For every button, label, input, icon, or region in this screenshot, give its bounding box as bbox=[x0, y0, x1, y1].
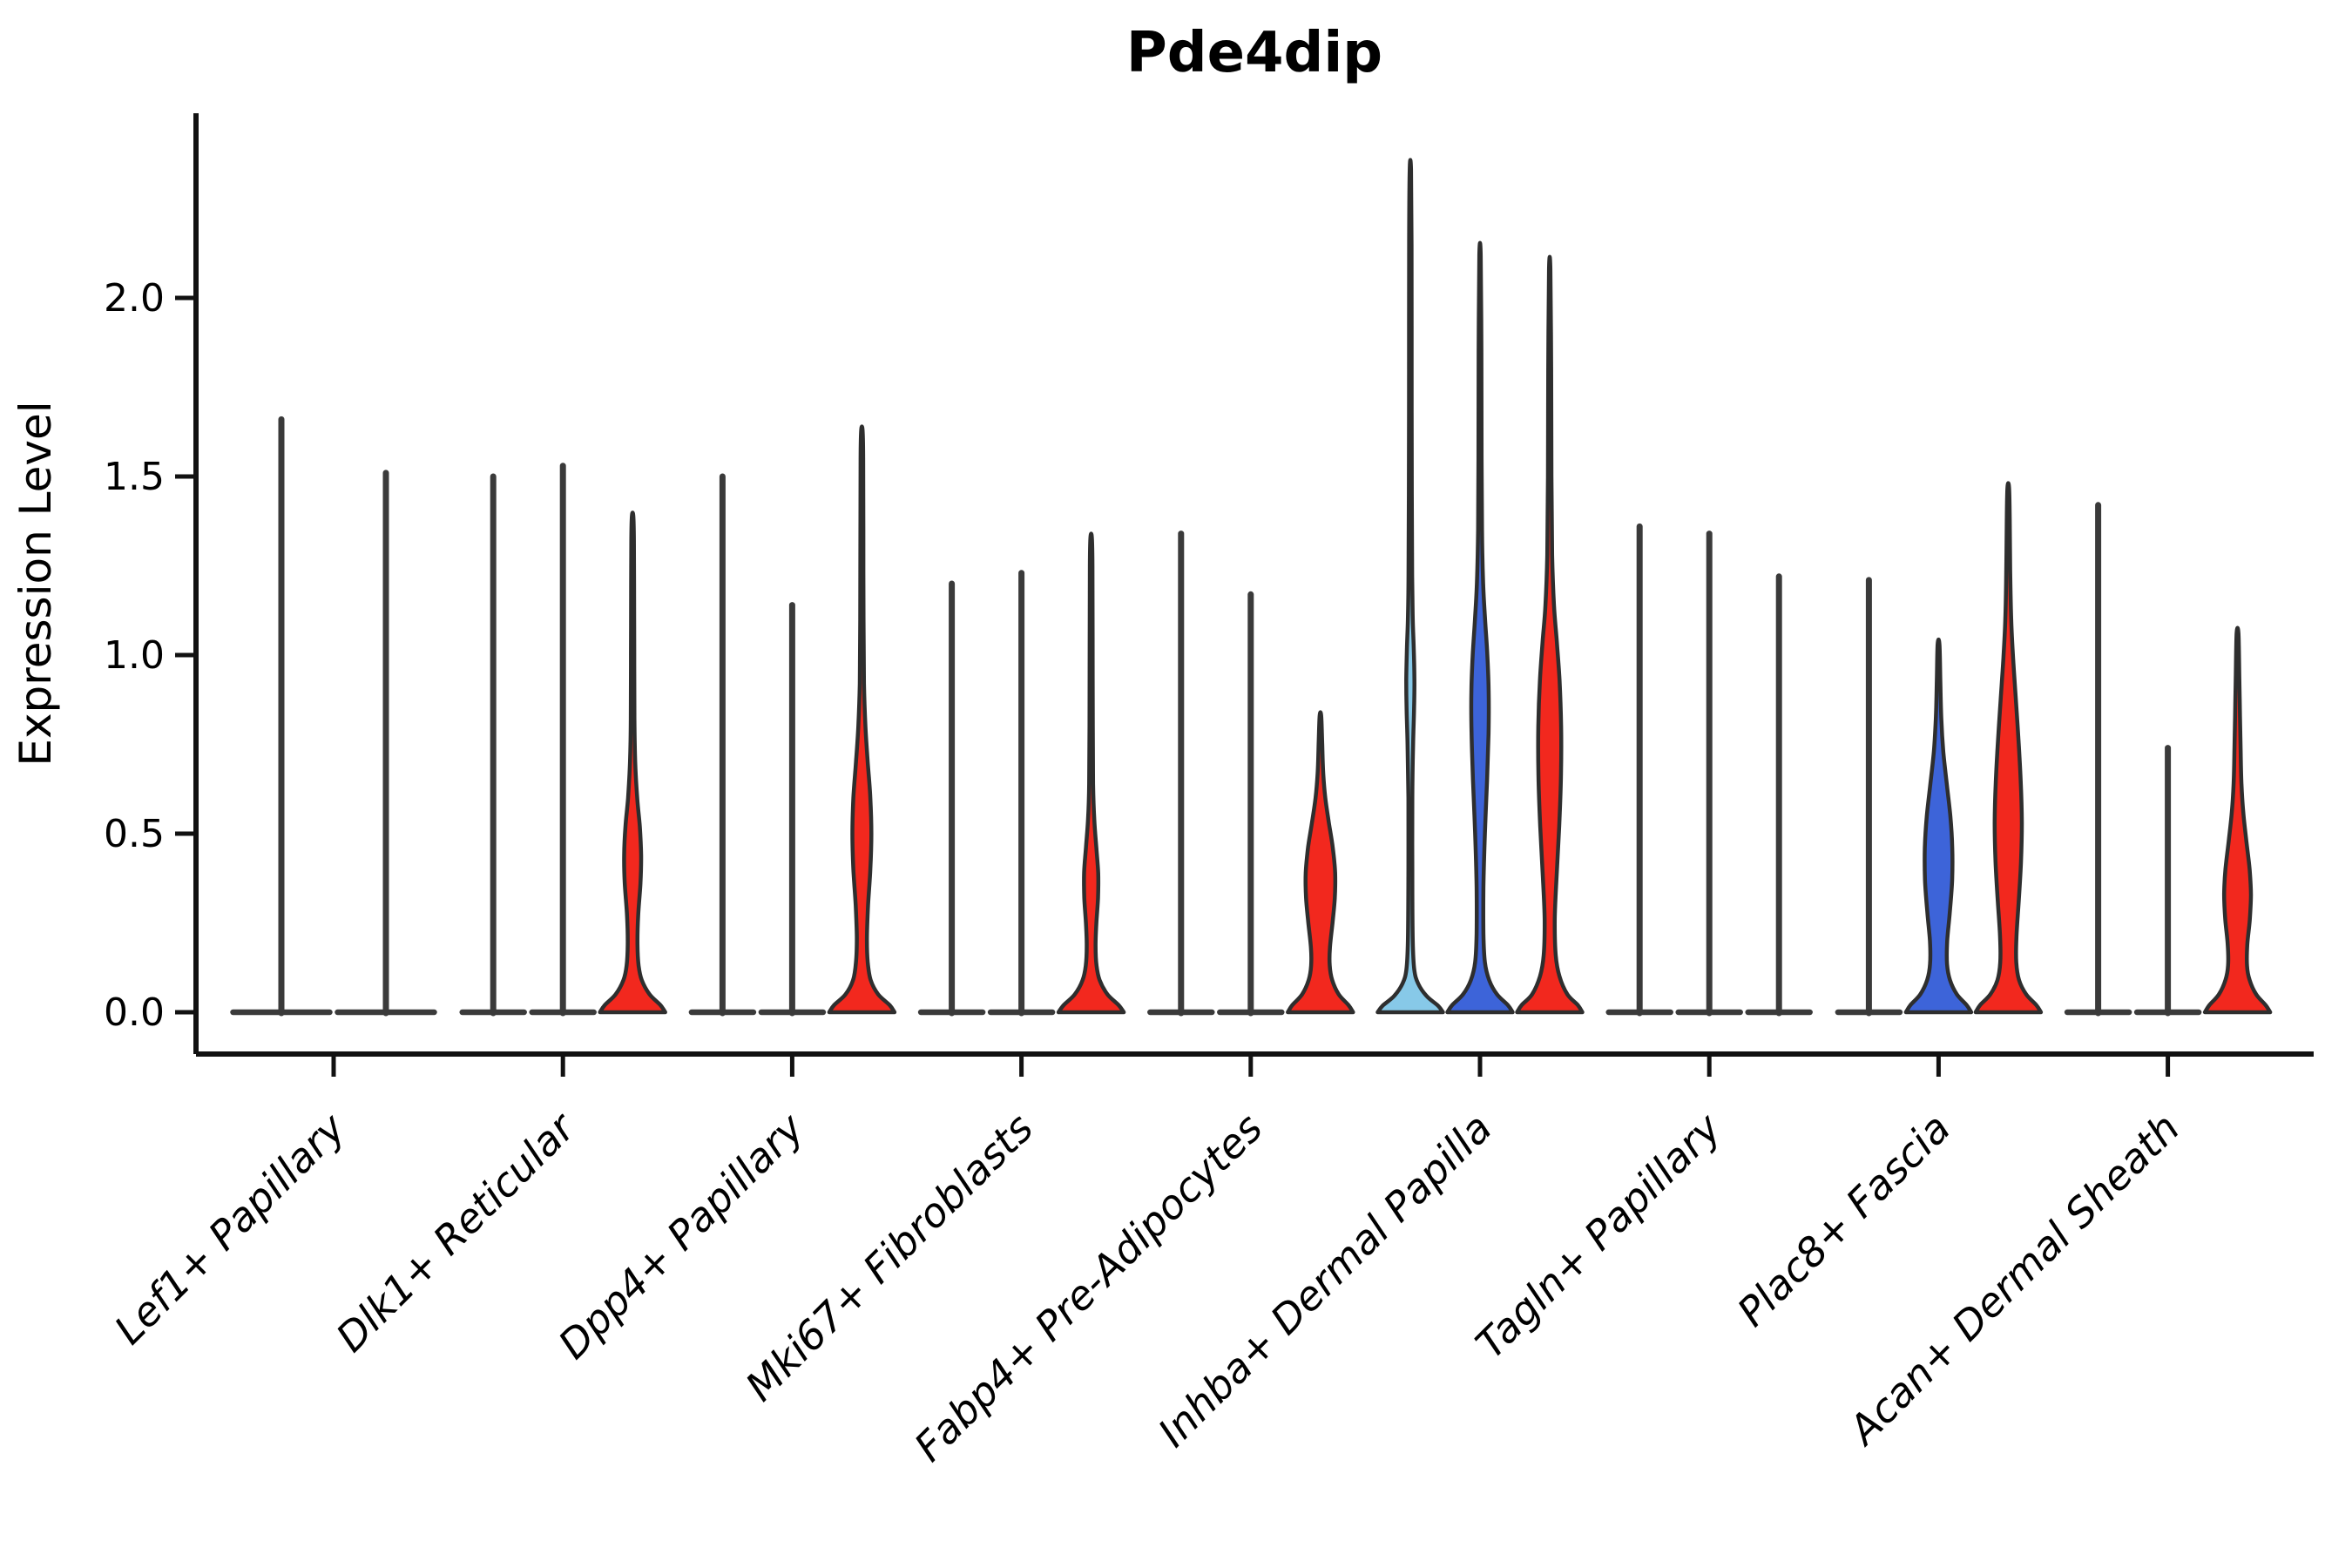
violin-inhba-dermal-papilla-s1 bbox=[1375, 158, 1445, 1015]
violin-plac8-fascia-s2 bbox=[1903, 637, 1974, 1015]
x-tick-label-tagln-papillary: Tagln+ Papillary bbox=[1467, 1104, 1731, 1368]
y-tick-label-1.5: 1.5 bbox=[104, 455, 165, 499]
violin-inhba-dermal-papilla-s3 bbox=[1515, 254, 1585, 1015]
violin-dlk1-reticular-s3 bbox=[598, 510, 667, 1015]
violin-plac8-fascia-s3 bbox=[1973, 481, 2044, 1015]
violin-fabp4-pre-adipocytes-s3 bbox=[1286, 710, 1355, 1015]
x-tick-label-dlk1-reticular: Dlk1+ Reticular bbox=[327, 1102, 585, 1361]
y-tick-label-0.5: 0.5 bbox=[104, 812, 165, 856]
violin-mki67-fibroblasts-s3 bbox=[1056, 531, 1126, 1015]
y-axis-label: Expression Level bbox=[10, 401, 61, 766]
x-tick-label-plac8-fascia: Plac8+ Fascia bbox=[1728, 1105, 1959, 1335]
y-tick-label-2.0: 2.0 bbox=[104, 276, 165, 321]
chart-title: Pde4dip bbox=[1126, 21, 1382, 85]
x-tick-label-dpp4-papillary: Dpp4+ Papillary bbox=[550, 1104, 814, 1368]
violin-dpp4-papillary-s3 bbox=[827, 424, 897, 1015]
y-tick-label-1.0: 1.0 bbox=[104, 633, 165, 678]
y-tick-label-0.0: 0.0 bbox=[104, 990, 165, 1035]
x-tick-label-lef1-papillary: Lef1+ Papillary bbox=[105, 1104, 355, 1353]
violin-acan-dermal-sheath-s3 bbox=[2202, 625, 2273, 1015]
violin-inhba-dermal-papilla-s2 bbox=[1445, 240, 1515, 1015]
